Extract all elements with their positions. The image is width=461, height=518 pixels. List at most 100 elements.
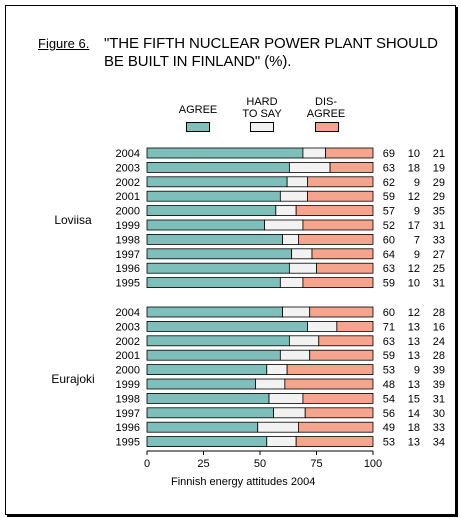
chart-title: "THE FIFTH NUCLEAR POWER PLANT SHOULD BE… <box>104 35 438 70</box>
value-label-agree: 53 <box>383 365 395 377</box>
year-label: 1998 <box>116 234 140 246</box>
bar-segment-hard-to-say <box>288 161 331 173</box>
bar-segment-hard-to-say <box>257 421 299 433</box>
bar-segment-disagree <box>309 306 374 318</box>
x-tick-label: 75 <box>310 458 322 470</box>
bar-segment-hard-to-say <box>288 262 317 274</box>
bar-segment-disagree <box>286 364 374 376</box>
bar-segment-disagree <box>316 262 374 274</box>
value-label-agree: 63 <box>383 336 395 348</box>
bar-segment-hard-to-say <box>307 320 338 332</box>
group-label-eurajoki: Eurajoki <box>51 372 94 386</box>
year-label: 1998 <box>116 393 140 405</box>
bar-segment-agree <box>146 306 284 318</box>
year-label: 1996 <box>116 263 140 275</box>
bar-segment-disagree <box>309 349 374 361</box>
bar-segment-agree <box>146 219 265 231</box>
value-label-hard-to-say: 9 <box>414 206 420 218</box>
value-label-hard-to-say: 7 <box>414 234 420 246</box>
bar-segment-disagree <box>302 219 374 231</box>
bar-segment-hard-to-say <box>288 335 320 347</box>
x-tick-label: 100 <box>364 458 382 470</box>
value-label-agree: 57 <box>383 206 395 218</box>
value-label-agree: 62 <box>383 177 395 189</box>
value-label-disagree: 19 <box>433 162 445 174</box>
value-label-agree: 56 <box>383 408 395 420</box>
value-label-disagree: 31 <box>433 393 445 405</box>
value-label-agree: 59 <box>383 350 395 362</box>
bar-segment-hard-to-say <box>264 219 304 231</box>
value-label-hard-to-say: 18 <box>408 162 420 174</box>
value-label-disagree: 25 <box>433 263 445 275</box>
x-tick-label: 25 <box>197 458 209 470</box>
bar-segment-disagree <box>302 277 374 289</box>
legend-label-agree: AGREE <box>178 104 218 116</box>
bar-segment-hard-to-say <box>255 378 286 390</box>
value-label-hard-to-say: 10 <box>408 278 420 290</box>
year-label: 1999 <box>116 220 140 232</box>
bar-segment-disagree <box>311 248 374 260</box>
year-label: 1997 <box>116 408 140 420</box>
x-tick-label: 50 <box>254 458 266 470</box>
bar-segment-agree <box>146 147 304 159</box>
bar-segment-hard-to-say <box>291 248 313 260</box>
value-label-hard-to-say: 13 <box>408 379 420 391</box>
bar-segment-agree <box>146 277 281 289</box>
x-axis-label: Finnish energy attitudes 2004 <box>171 476 316 488</box>
value-label-agree: 48 <box>383 379 395 391</box>
value-label-disagree: 29 <box>433 191 445 203</box>
value-label-hard-to-say: 12 <box>408 263 420 275</box>
value-label-disagree: 39 <box>433 365 445 377</box>
value-label-agree: 71 <box>383 321 395 333</box>
bar-segment-agree <box>146 349 281 361</box>
bar-segment-agree <box>146 335 290 347</box>
value-label-agree: 60 <box>383 307 395 319</box>
value-label-hard-to-say: 13 <box>408 350 420 362</box>
value-label-disagree: 33 <box>433 234 445 246</box>
year-label: 1999 <box>116 379 140 391</box>
year-label: 2002 <box>116 336 140 348</box>
legend-label-hard-to-say: HARD TO SAY <box>242 96 282 120</box>
bar-segment-hard-to-say <box>279 190 308 202</box>
bar-segment-hard-to-say <box>266 364 288 376</box>
value-label-disagree: 29 <box>433 177 445 189</box>
bar-segment-hard-to-say <box>273 407 306 419</box>
value-label-hard-to-say: 9 <box>414 249 420 261</box>
year-label: 2002 <box>116 177 140 189</box>
legend-swatch-agree <box>186 122 210 132</box>
year-label: 2001 <box>116 191 140 203</box>
value-label-hard-to-say: 13 <box>408 437 420 449</box>
year-label: 2001 <box>116 350 140 362</box>
bar-segment-agree <box>146 248 293 260</box>
value-label-agree: 63 <box>383 162 395 174</box>
year-label: 2004 <box>116 148 140 160</box>
year-label: 2000 <box>116 206 140 218</box>
value-label-hard-to-say: 13 <box>408 336 420 348</box>
bar-segment-agree <box>146 392 270 404</box>
bar-segment-agree <box>146 190 281 202</box>
bar-segment-hard-to-say <box>282 233 299 245</box>
value-label-hard-to-say: 10 <box>408 148 420 160</box>
bar-segment-agree <box>146 436 268 448</box>
bar-segment-hard-to-say <box>268 392 304 404</box>
value-label-disagree: 31 <box>433 220 445 232</box>
legend-swatch-hard-to-say <box>250 122 274 132</box>
value-label-disagree: 34 <box>433 437 445 449</box>
bar-segment-disagree <box>329 161 374 173</box>
year-label: 1996 <box>116 422 140 434</box>
bar-segment-disagree <box>298 421 374 433</box>
value-label-agree: 69 <box>383 148 395 160</box>
x-tick-label: 0 <box>144 458 150 470</box>
bar-segment-agree <box>146 421 259 433</box>
bar-segment-agree <box>146 176 288 188</box>
year-label: 1995 <box>116 278 140 290</box>
year-label: 1997 <box>116 249 140 261</box>
bar-segment-disagree <box>298 233 374 245</box>
bar-segment-agree <box>146 233 284 245</box>
value-label-hard-to-say: 9 <box>414 177 420 189</box>
bar-segment-disagree <box>295 205 374 217</box>
value-label-agree: 54 <box>383 393 395 405</box>
value-label-disagree: 27 <box>433 249 445 261</box>
bar-segment-agree <box>146 205 277 217</box>
